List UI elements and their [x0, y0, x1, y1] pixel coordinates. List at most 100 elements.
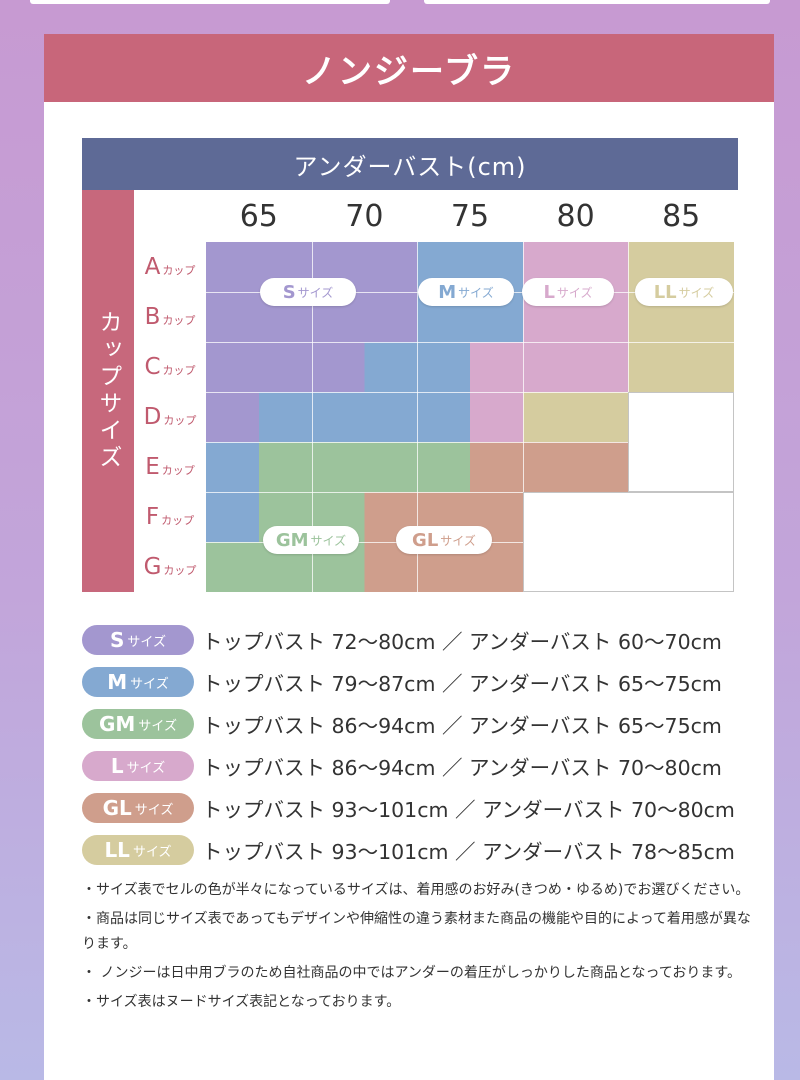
cup-b-label: B カップ — [134, 292, 206, 342]
note-item: ・商品は同じサイズ表であってもデザインや伸縮性の違う素材また商品の機能や目的によ… — [82, 911, 751, 952]
grid-line — [206, 442, 734, 443]
top-tab-left — [30, 0, 390, 4]
cup-suffix: カップ — [163, 564, 197, 577]
badge-suffix: サイズ — [134, 802, 174, 818]
chart-pill-l: L サイズ — [522, 278, 614, 306]
grid-line — [311, 190, 313, 592]
legend-text: トップバスト 72〜80cm ／ アンダーバスト 60〜70cm — [202, 630, 722, 654]
pill-suffix: サイズ — [310, 533, 347, 548]
size-cell — [522, 492, 629, 542]
cup-letter: C — [144, 354, 161, 380]
row-label-column — [134, 190, 206, 592]
pill-suffix: サイズ — [556, 285, 593, 300]
size-cell — [417, 442, 523, 492]
under-bust-70: 70 — [311, 190, 418, 242]
cup-letter: E — [145, 454, 160, 480]
legend-row: M サイズ トップバスト 79〜87cm ／ アンダーバスト 65〜75cm — [82, 664, 752, 700]
chart-pill-gl: GL サイズ — [396, 526, 492, 554]
badge-suffix: サイズ — [126, 760, 166, 776]
pill-label: LL — [653, 281, 677, 303]
size-cell — [311, 442, 418, 492]
badge-label: L — [110, 754, 124, 778]
cup-e-label: E カップ — [134, 442, 206, 492]
cup-suffix: カップ — [163, 414, 197, 427]
size-badge-gl: GL サイズ — [82, 793, 194, 823]
legend-row: S サイズ トップバスト 72〜80cm ／ アンダーバスト 60〜70cm — [82, 622, 752, 658]
size-cell — [522, 392, 629, 442]
under-bust-65: 65 — [206, 190, 312, 242]
grid-line — [206, 392, 734, 393]
cup-letter: G — [143, 554, 162, 580]
size-cell — [628, 542, 734, 592]
cup-size-header: カップサイズ — [82, 190, 134, 592]
notes: ・サイズ表でセルの色が半々になっているサイズは、着用感のお好み(きつめ・ゆるめ)… — [82, 878, 752, 1019]
cup-suffix: カップ — [162, 264, 196, 277]
pill-suffix: サイズ — [678, 285, 715, 300]
cup-a-label: A カップ — [134, 242, 206, 292]
badge-suffix: サイズ — [127, 634, 167, 650]
chart-pill-s: S サイズ — [260, 278, 356, 306]
legend-text: トップバスト 86〜94cm ／ アンダーバスト 65〜75cm — [202, 714, 722, 738]
size-cell — [522, 442, 629, 492]
legend-text: トップバスト 86〜94cm ／ アンダーバスト 70〜80cm — [202, 756, 722, 780]
pill-suffix: サイズ — [440, 533, 476, 548]
size-cell — [522, 342, 629, 392]
badge-label: GM — [99, 712, 136, 736]
pill-label: M — [438, 281, 457, 303]
size-cell — [417, 392, 523, 442]
size-cell — [628, 492, 734, 542]
cup-letter: F — [145, 504, 160, 530]
cup-letter: D — [143, 404, 162, 430]
grid-line — [628, 190, 630, 592]
chart-pill-gm: GM サイズ — [263, 526, 359, 554]
size-badge-s: S サイズ — [82, 625, 194, 655]
grid-line — [522, 190, 524, 592]
under-bust-80: 80 — [522, 190, 629, 242]
cup-d-label: D カップ — [134, 392, 206, 442]
under-bust-85: 85 — [628, 190, 734, 242]
page-title: ノンジーブラ — [44, 34, 774, 102]
size-cell — [522, 542, 629, 592]
badge-label: LL — [104, 838, 130, 862]
cup-letter: A — [144, 254, 161, 280]
size-badge-ll: LL サイズ — [82, 835, 194, 865]
chart-pill-m: M サイズ — [418, 278, 514, 306]
cup-letter: B — [144, 304, 161, 330]
legend-row: LL サイズ トップバスト 93〜101cm ／ アンダーバスト 78〜85cm — [82, 832, 752, 868]
badge-label: GL — [102, 796, 132, 820]
size-badge-m: M サイズ — [82, 667, 194, 697]
legend-text: トップバスト 93〜101cm ／ アンダーバスト 70〜80cm — [202, 798, 735, 822]
size-cell — [206, 442, 312, 492]
pill-label: GL — [412, 529, 439, 551]
size-cell — [628, 442, 734, 492]
badge-suffix: サイズ — [130, 676, 169, 692]
pill-label: GM — [275, 529, 309, 551]
size-cell — [206, 342, 312, 392]
note-item: ・サイズ表でセルの色が半々になっているサイズは、着用感のお好み(きつめ・ゆるめ)… — [82, 882, 750, 898]
badge-suffix: サイズ — [132, 844, 172, 860]
badge-label: M — [107, 670, 128, 694]
size-badge-l: L サイズ — [82, 751, 194, 781]
top-tab-right — [424, 0, 770, 4]
size-chart: アンダーバスト(cm) カップサイズ 65 70 75 80 85 A カップ B カップ C カッ… — [82, 138, 738, 592]
size-cell — [311, 342, 418, 392]
cup-c-label: C カップ — [134, 342, 206, 392]
size-cell — [206, 392, 312, 442]
pill-label: S — [282, 281, 296, 303]
cup-suffix: カップ — [162, 314, 196, 327]
legend-text: トップバスト 93〜101cm ／ アンダーバスト 78〜85cm — [202, 840, 735, 864]
chart-pill-ll: LL サイズ — [635, 278, 733, 306]
pill-suffix: サイズ — [297, 285, 334, 300]
cup-suffix: カップ — [161, 464, 195, 477]
size-badge-gm: GM サイズ — [82, 709, 194, 739]
size-cell — [417, 342, 523, 392]
legend-text: トップバスト 79〜87cm ／ アンダーバスト 65〜75cm — [202, 672, 722, 696]
cup-g-label: G カップ — [134, 542, 206, 592]
legend-row: GL サイズ トップバスト 93〜101cm ／ アンダーバスト 70〜80cm — [82, 790, 752, 826]
size-cell — [628, 392, 734, 442]
grid-line — [417, 190, 419, 592]
cup-suffix: カップ — [162, 364, 196, 377]
size-cell — [628, 342, 734, 392]
pill-label: L — [543, 281, 555, 303]
badge-label: S — [109, 628, 125, 652]
